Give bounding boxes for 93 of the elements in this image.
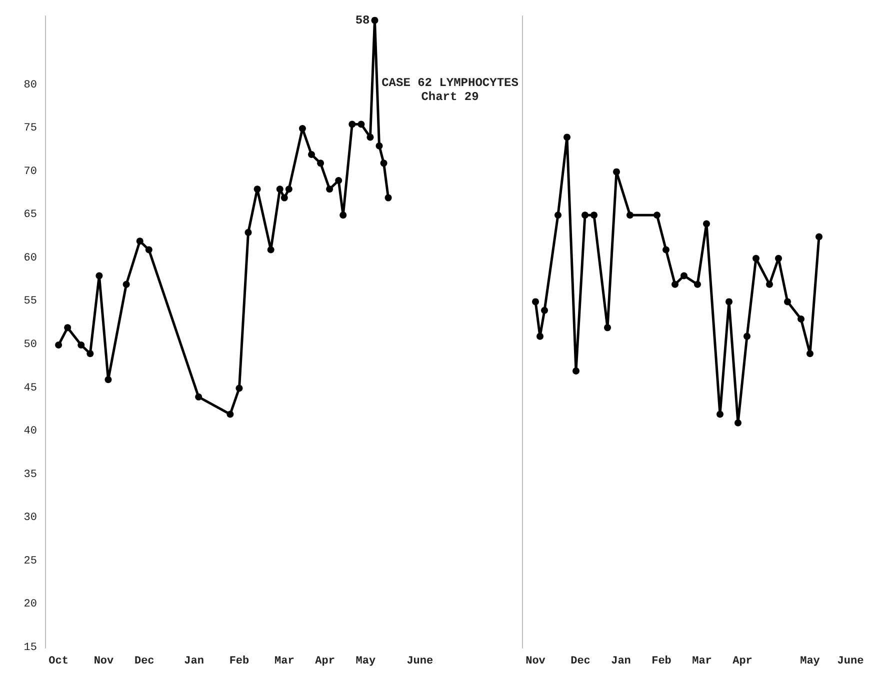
point [766, 280, 773, 288]
x-tick-label: Feb [229, 656, 250, 668]
point [554, 212, 562, 219]
x-tick-label: Jan [184, 656, 204, 668]
point [672, 280, 678, 288]
x-tick-label: Oct [48, 656, 68, 668]
point [716, 410, 724, 418]
y-tick-label: 50 [24, 338, 37, 351]
point [244, 228, 252, 236]
text: CASE 62 LYMPHOCYTES [382, 76, 518, 90]
point [267, 246, 274, 254]
y-tick-label: 55 [24, 296, 37, 308]
point [806, 350, 814, 358]
y-tick-label: 70 [24, 166, 37, 178]
point [145, 246, 152, 254]
point [626, 212, 634, 219]
point [317, 160, 324, 167]
point [64, 324, 72, 332]
point [195, 393, 202, 400]
point [613, 168, 620, 176]
point [604, 324, 611, 332]
point [136, 238, 144, 245]
point [380, 160, 388, 167]
y-tick-label: 25 [24, 555, 37, 568]
point [122, 280, 130, 288]
x-tick-label: Apr [732, 656, 752, 668]
x-tick-label: Nov [526, 656, 546, 668]
point [55, 341, 62, 348]
y-tick-label: 80 [24, 79, 37, 92]
point [276, 186, 284, 193]
point [703, 220, 710, 228]
point [752, 254, 760, 262]
point [532, 298, 539, 306]
point [816, 233, 822, 240]
point [104, 376, 112, 384]
point [734, 419, 742, 426]
point [340, 212, 347, 219]
point [384, 194, 392, 202]
x-tick-label: Mar [692, 656, 712, 668]
x-tick-label: Nov [94, 656, 114, 668]
point [662, 246, 670, 254]
point [726, 298, 732, 306]
point [308, 151, 315, 158]
x-tick-label: Dec [570, 656, 590, 668]
y-tick-label: 20 [24, 598, 37, 611]
point [226, 410, 234, 418]
point [326, 186, 334, 193]
y-tick-label: 40 [24, 426, 37, 438]
point [775, 254, 782, 262]
y-tick-label: 15 [24, 642, 37, 654]
x-tick-label: Jan [611, 656, 631, 668]
point [694, 280, 701, 288]
point [680, 272, 688, 280]
y-tick-label: 30 [24, 512, 37, 524]
point [86, 350, 94, 358]
x-tick-label: Mar [274, 656, 294, 668]
x-tick-label: Dec [134, 656, 154, 668]
x-tick-label: Feb [652, 656, 672, 668]
point [236, 384, 243, 392]
point [280, 194, 288, 202]
point [348, 120, 356, 128]
point [536, 332, 544, 340]
x-tick-label: June [406, 656, 434, 668]
annotation: 58 [355, 13, 370, 28]
point [798, 316, 804, 323]
point [376, 142, 383, 150]
point [590, 212, 598, 219]
y-tick-label: 60 [24, 252, 37, 264]
y-tick-label: 35 [24, 468, 37, 481]
x-tick-label: May [800, 656, 820, 668]
point [366, 134, 374, 141]
point [254, 186, 261, 193]
point [541, 306, 548, 314]
point [582, 212, 588, 219]
point [784, 298, 791, 306]
x-tick-label: June [837, 656, 864, 668]
point [654, 212, 660, 219]
point [78, 341, 85, 348]
y-tick-label: 75 [24, 122, 37, 135]
point [371, 16, 378, 24]
x-tick-label: May [356, 656, 376, 668]
point [358, 120, 365, 128]
point [285, 186, 292, 193]
y-tick-label: 65 [24, 209, 37, 222]
y-tick-label: 45 [24, 382, 37, 394]
point [96, 272, 103, 280]
point [564, 134, 570, 141]
point [572, 367, 580, 374]
text: Chart 29 [421, 90, 479, 104]
x-tick-label: Apr [315, 656, 335, 668]
point [744, 332, 750, 340]
point [335, 176, 342, 184]
point [298, 125, 306, 132]
